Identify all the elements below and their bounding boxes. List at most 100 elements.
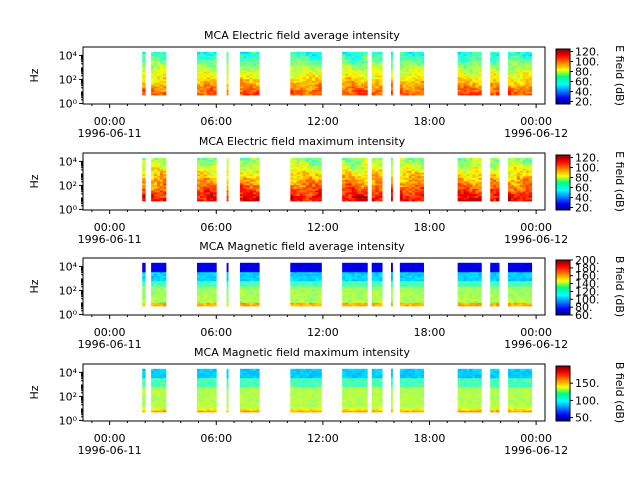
spectrogram-cell: [414, 192, 419, 195]
spectrogram-cell: [348, 181, 352, 184]
spectrogram-cell: [472, 262, 476, 265]
spectrogram-cell: [213, 295, 217, 298]
spectrogram-cell: [305, 300, 310, 303]
spectrogram-cell: [457, 298, 461, 301]
spectrogram-cell: [318, 89, 322, 92]
spectrogram-cell: [354, 289, 359, 292]
spectrogram-cell: [528, 190, 533, 193]
spectrogram-cell: [399, 199, 404, 202]
spectrogram-cell: [197, 199, 201, 202]
spectrogram-cell: [293, 184, 297, 187]
spectrogram-cell: [305, 163, 310, 166]
spectrogram-cell: [469, 277, 473, 280]
spectrogram-cell: [364, 282, 368, 285]
spectrogram-cell: [308, 268, 313, 271]
spectrogram-cell: [151, 172, 155, 175]
spectrogram-cell: [475, 78, 479, 81]
spectrogram-cell: [507, 91, 512, 94]
spectrogram-cell: [296, 69, 301, 72]
spectrogram-cell: [490, 89, 494, 92]
spectrogram-cell: [157, 186, 161, 189]
spectrogram-cell: [463, 165, 467, 168]
spectrogram-cell: [375, 87, 380, 90]
spectrogram-cell: [469, 295, 473, 298]
spectrogram-cell: [466, 192, 470, 195]
spectrogram-cell: [469, 279, 473, 282]
spectrogram-cell: [420, 62, 424, 65]
spectrogram-cell: [249, 199, 254, 202]
spectrogram-cell: [411, 195, 416, 198]
spectrogram-cell: [516, 273, 521, 276]
spectrogram-cell: [342, 175, 346, 178]
spectrogram-cell: [342, 273, 346, 276]
spectrogram-cell: [478, 279, 482, 282]
spectrogram-cell: [525, 183, 530, 186]
spectrogram-cell: [213, 157, 217, 160]
x-tick-label: 12:00: [307, 115, 339, 128]
spectrogram-cell: [348, 78, 352, 81]
spectrogram-cell: [296, 168, 301, 171]
spectrogram-cell: [154, 87, 158, 90]
spectrogram-cell: [348, 175, 352, 178]
spectrogram-cell: [375, 183, 380, 186]
spectrogram-cell: [417, 184, 422, 187]
spectrogram-cell: [364, 177, 368, 180]
spectrogram-cell: [519, 302, 524, 305]
spectrogram-cell: [371, 280, 376, 283]
spectrogram-cell: [490, 55, 494, 58]
spectrogram-cell: [364, 297, 368, 300]
spectrogram-cell: [293, 64, 297, 67]
spectrogram-cell: [151, 166, 155, 169]
spectrogram-cell: [246, 91, 250, 94]
spectrogram-cell: [391, 69, 393, 72]
spectrogram-cell: [239, 64, 244, 67]
spectrogram-cell: [510, 192, 515, 195]
spectrogram-cell: [463, 170, 467, 173]
spectrogram-cell: [200, 277, 204, 280]
spectrogram-cell: [296, 159, 301, 162]
spectrogram-cell: [522, 165, 527, 168]
spectrogram-cell: [411, 186, 416, 189]
spectrogram-cell: [405, 264, 410, 267]
spectrogram-cell: [296, 289, 301, 292]
spectrogram-cell: [478, 197, 482, 200]
spectrogram-cell: [391, 82, 393, 85]
spectrogram-cell: [513, 279, 518, 282]
spectrogram-cell: [528, 188, 533, 191]
spectrogram-cell: [302, 295, 307, 298]
spectrogram-cell: [391, 268, 393, 271]
spectrogram-cell: [420, 175, 424, 178]
spectrogram-cell: [312, 75, 316, 78]
spectrogram-cell: [318, 188, 322, 191]
spectrogram-cell: [239, 91, 244, 94]
spectrogram-cell: [472, 186, 476, 189]
spectrogram-cell: [151, 282, 155, 285]
spectrogram-cell: [475, 199, 479, 202]
spectrogram-cell: [371, 282, 376, 285]
spectrogram-cell: [371, 192, 376, 195]
spectrogram-cell: [391, 262, 393, 265]
spectrogram-cell: [475, 68, 479, 71]
spectrogram-cell: [513, 157, 518, 160]
spectrogram-cell: [296, 275, 301, 278]
spectrogram-cell: [522, 166, 527, 169]
spectrogram-cell: [460, 175, 464, 178]
spectrogram-cell: [378, 195, 383, 198]
spectrogram-cell: [475, 277, 479, 280]
spectrogram-cell: [348, 66, 352, 69]
spectrogram-cell: [457, 84, 461, 87]
spectrogram-cell: [351, 73, 356, 76]
spectrogram-cell: [405, 197, 410, 200]
spectrogram-cell: [420, 184, 424, 187]
spectrogram-cell: [142, 291, 146, 294]
spectrogram-cell: [299, 69, 304, 72]
spectrogram-cell: [391, 264, 393, 267]
spectrogram-cell: [256, 186, 260, 189]
spectrogram-cell: [342, 60, 346, 63]
spectrogram-cell: [302, 179, 307, 182]
spectrogram-cell: [361, 264, 365, 267]
spectrogram-cell: [142, 174, 146, 177]
spectrogram-cell: [239, 183, 244, 186]
spectrogram-cell: [206, 166, 211, 169]
spectrogram-cell: [375, 179, 380, 182]
